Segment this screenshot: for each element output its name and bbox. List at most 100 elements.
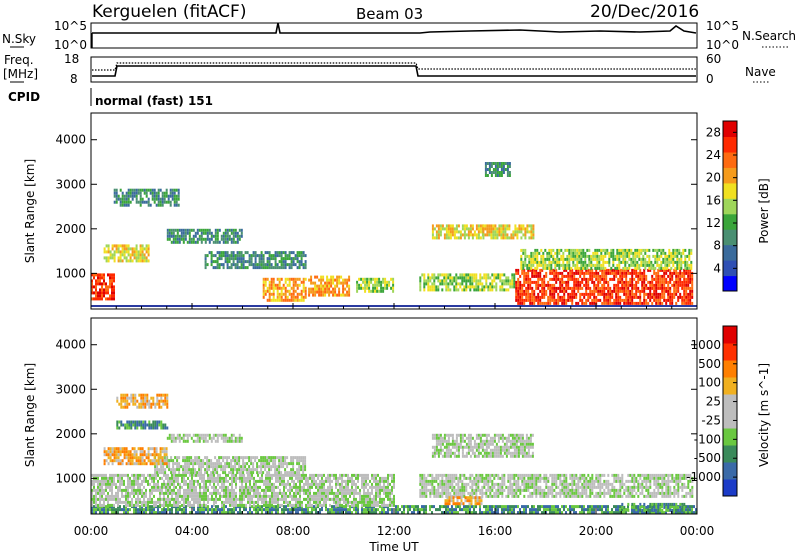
velocity-cell bbox=[291, 485, 293, 489]
power-cell bbox=[320, 293, 323, 297]
velocity-cell bbox=[239, 497, 241, 501]
power-cell bbox=[484, 171, 487, 174]
velocity-cell bbox=[194, 471, 197, 475]
power-cell bbox=[232, 228, 235, 232]
power-cell bbox=[334, 284, 337, 288]
power-cell bbox=[274, 298, 277, 302]
velocity-cell bbox=[233, 476, 235, 480]
velocity-cell bbox=[247, 500, 249, 504]
power-cell bbox=[631, 271, 634, 275]
power-cell bbox=[618, 266, 621, 270]
velocity-cell bbox=[497, 508, 499, 512]
velocity-cell bbox=[213, 497, 215, 501]
velocity-cell bbox=[123, 473, 125, 477]
velocity-cell bbox=[537, 511, 539, 515]
velocity-cell bbox=[113, 476, 115, 480]
power-cell bbox=[445, 227, 448, 231]
velocity-cell bbox=[221, 485, 223, 489]
power-cell bbox=[222, 251, 225, 255]
velocity-cell bbox=[369, 494, 371, 498]
power-cell bbox=[443, 276, 446, 280]
velocity-cell bbox=[233, 488, 235, 492]
velocity-cell bbox=[131, 473, 133, 477]
power-cell bbox=[555, 268, 558, 272]
power-cell bbox=[139, 259, 142, 263]
power-cell bbox=[639, 274, 642, 278]
power-cell bbox=[535, 280, 538, 284]
power-cell bbox=[556, 257, 559, 261]
power-cell bbox=[669, 292, 672, 296]
power-cell bbox=[570, 266, 573, 270]
power-cell bbox=[517, 301, 520, 305]
power-cell bbox=[174, 237, 177, 241]
power-cell bbox=[324, 290, 327, 294]
power-cell bbox=[278, 251, 281, 255]
velocity-cell bbox=[379, 488, 381, 492]
power-cell bbox=[196, 231, 199, 235]
velocity-cell bbox=[192, 462, 195, 466]
velocity-cell bbox=[129, 494, 131, 498]
velocity-cell bbox=[395, 505, 397, 509]
power-cell bbox=[677, 271, 680, 275]
velocity-cell bbox=[155, 485, 157, 489]
power-cell bbox=[579, 271, 582, 275]
velocity-cell bbox=[265, 491, 267, 495]
velocity-cell bbox=[389, 491, 391, 495]
power-cell bbox=[332, 290, 335, 294]
power-cell bbox=[236, 257, 239, 261]
power-cell bbox=[536, 266, 539, 270]
power-cell bbox=[524, 260, 527, 264]
velocity-cell bbox=[603, 505, 605, 509]
power-cell bbox=[578, 266, 581, 270]
velocity-cell bbox=[281, 508, 283, 512]
power-cell bbox=[568, 260, 571, 264]
velocity-cell bbox=[101, 473, 103, 477]
power-cell bbox=[437, 230, 440, 234]
power-cell bbox=[254, 254, 257, 258]
power-cell bbox=[653, 283, 656, 287]
power-cell bbox=[503, 288, 506, 292]
velocity-cell bbox=[431, 511, 433, 515]
velocity-cell bbox=[335, 473, 337, 477]
velocity-cell bbox=[121, 482, 123, 486]
power-cell bbox=[607, 301, 610, 305]
velocity-cell bbox=[225, 500, 227, 504]
power-cell bbox=[101, 273, 103, 277]
power-cell bbox=[683, 292, 686, 296]
power-cell bbox=[419, 279, 422, 283]
velocity-cell bbox=[295, 488, 297, 492]
power-cell bbox=[505, 288, 508, 292]
power-cell bbox=[645, 283, 648, 287]
velocity-scatter-region bbox=[154, 456, 307, 475]
power-cell bbox=[143, 200, 146, 204]
velocity-cell bbox=[367, 482, 369, 486]
power-cell bbox=[502, 227, 505, 231]
power-cell bbox=[524, 230, 527, 234]
power-cell bbox=[105, 259, 108, 263]
power-cell bbox=[579, 286, 582, 290]
velocity-cell bbox=[211, 479, 213, 483]
power-cell bbox=[635, 274, 638, 278]
power-cell bbox=[484, 168, 487, 171]
velocity-cell bbox=[168, 465, 171, 469]
velocity-cell bbox=[411, 505, 413, 509]
velocity-cell bbox=[379, 479, 381, 483]
velocity-cell bbox=[685, 508, 687, 512]
velocity-cell bbox=[135, 491, 137, 495]
velocity-cell bbox=[307, 511, 309, 515]
velocity-cell bbox=[225, 494, 227, 498]
power-cell bbox=[535, 274, 538, 278]
velocity-cell bbox=[387, 473, 389, 477]
power-cell bbox=[620, 254, 623, 258]
velocity-cell bbox=[493, 511, 495, 515]
power-cell bbox=[606, 251, 609, 255]
velocity-cell bbox=[227, 500, 229, 504]
power-cell bbox=[544, 248, 547, 252]
power-cell bbox=[551, 268, 554, 272]
power-cell bbox=[663, 280, 666, 284]
power-cell bbox=[607, 268, 610, 272]
power-cell bbox=[576, 263, 579, 267]
power-cell bbox=[161, 194, 164, 198]
velocity-cell bbox=[315, 503, 317, 507]
velocity-cell bbox=[133, 482, 135, 486]
